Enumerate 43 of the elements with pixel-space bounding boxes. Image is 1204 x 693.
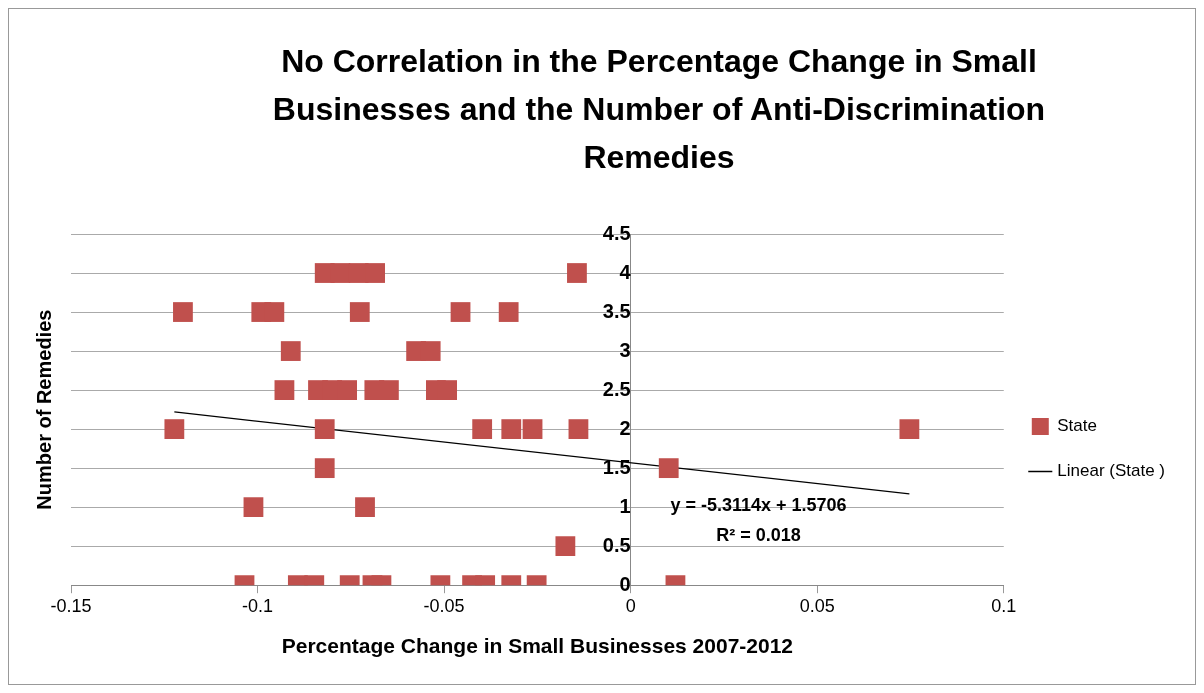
- y-axis-title: Number of Remedies: [32, 309, 55, 510]
- point: [378, 380, 399, 400]
- point: [264, 302, 285, 322]
- point: [365, 263, 385, 283]
- x-tick-label: -0.1: [242, 595, 274, 616]
- point: [450, 302, 471, 322]
- point: [164, 419, 185, 440]
- point: [173, 302, 193, 322]
- point: [522, 419, 543, 440]
- x-axis-title: Percentage Change in Small Businesses 2007-2012: [281, 634, 794, 658]
- legend-label: State: [1057, 416, 1097, 436]
- point: [314, 419, 335, 440]
- x-tick-label: 0.1: [991, 595, 1017, 616]
- y-tick-label: 1.5: [602, 455, 631, 478]
- legend-label: Linear (State ): [1057, 461, 1166, 481]
- y-tick-label: 1: [619, 494, 631, 517]
- point: [567, 263, 587, 283]
- point: [337, 380, 357, 400]
- point: [420, 341, 441, 361]
- y-tick-label: 4: [619, 260, 632, 283]
- point: [501, 419, 522, 440]
- annotation: R² = 0.018: [716, 525, 801, 545]
- point: [274, 380, 295, 400]
- x-tick-label: -0.15: [50, 595, 92, 616]
- y-tick-label: 0: [619, 572, 631, 595]
- point: [330, 263, 351, 283]
- y-tick-label: 0.5: [602, 533, 631, 556]
- point: [349, 302, 370, 322]
- chart-title: No Correlation in the Percentage Change in Small Businesses and the Number of Anti-Discrimination Remedies: [271, 42, 1047, 177]
- point: [437, 380, 457, 400]
- y-tick-label: 2.5: [602, 377, 631, 400]
- point: [280, 341, 301, 361]
- x-tick-label: 0.05: [799, 595, 835, 616]
- point: [498, 302, 519, 322]
- y-tick-label: 4.5: [602, 221, 631, 244]
- point: [899, 419, 920, 440]
- y-tick-label: 2: [619, 416, 631, 439]
- annotation: y = -5.3114x + 1.5706: [670, 495, 847, 516]
- point: [472, 419, 493, 440]
- x-tick-label: -0.05: [423, 595, 465, 616]
- y-tick-label: 3: [619, 338, 631, 361]
- y-tick-label: 3.5: [602, 299, 631, 322]
- point: [568, 419, 589, 440]
